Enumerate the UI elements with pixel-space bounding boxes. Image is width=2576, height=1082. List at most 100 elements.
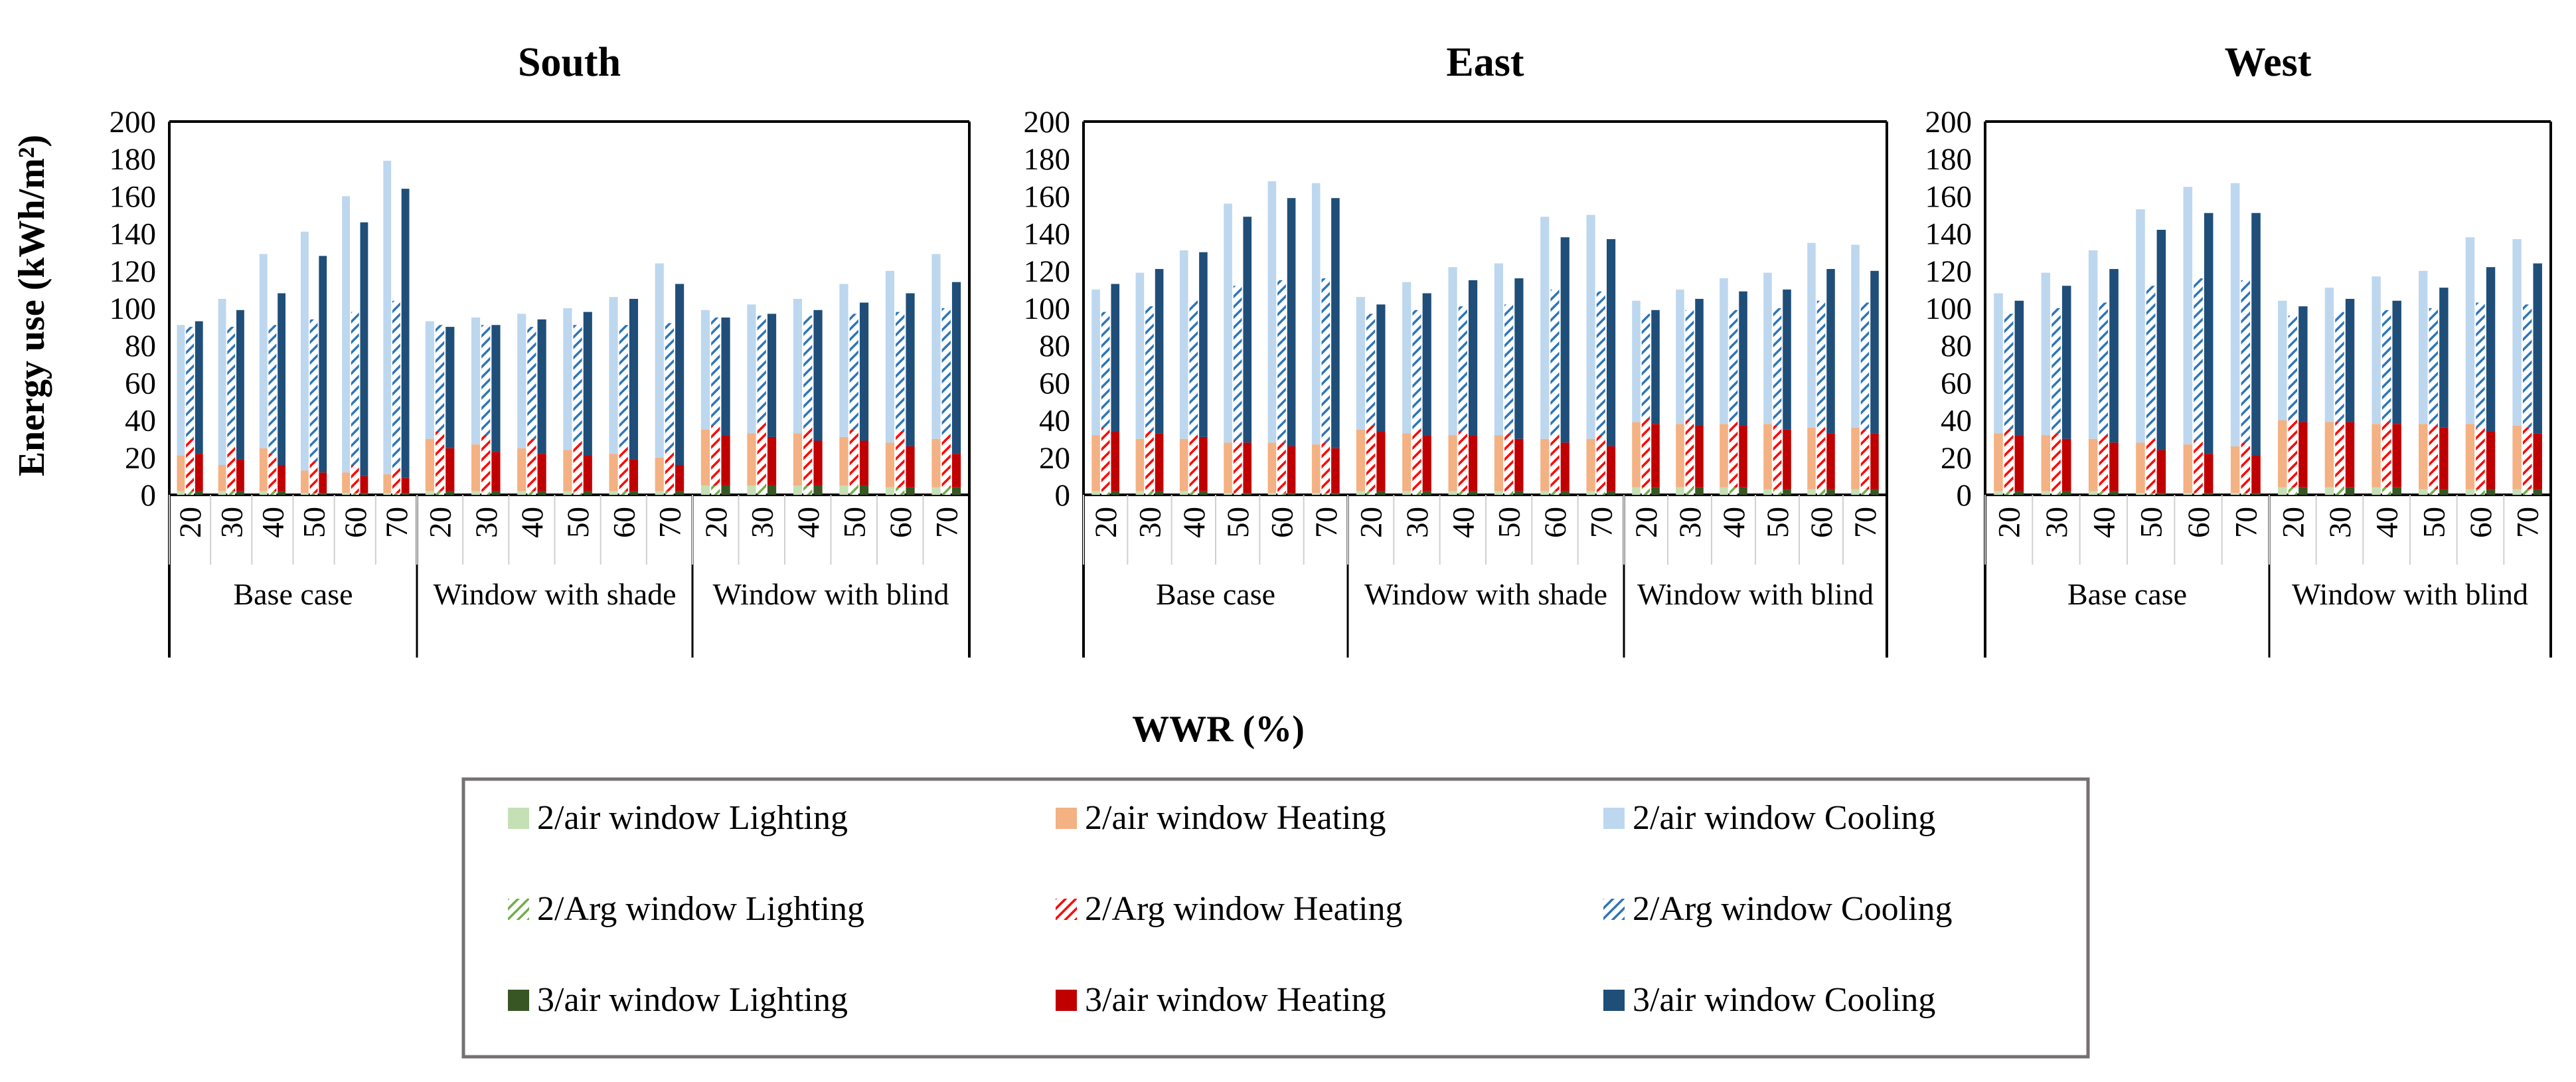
bar-2-arg-window-lighting	[1550, 491, 1560, 495]
bar-2-air-window-heating	[1402, 433, 1411, 492]
legend-label: 2/air window Lighting	[537, 799, 848, 837]
bar-3-air-window-heating	[1111, 431, 1120, 492]
bar-2-air-window-lighting	[839, 485, 848, 495]
bar-2-air-window-cooling	[471, 317, 481, 445]
bar-2-air-window-heating	[2136, 442, 2145, 494]
legend-label: 3/air window Lighting	[537, 981, 848, 1019]
bar-2-arg-window-heating	[711, 426, 720, 486]
bar-3-air-window-heating	[2156, 450, 2166, 494]
bar-2-arg-window-heating	[2335, 422, 2344, 488]
bar-3-air-window-heating	[195, 454, 203, 492]
bar-3-air-window-lighting	[1651, 487, 1660, 495]
bar-2-air-window-lighting	[700, 485, 710, 495]
bar-3-air-window-cooling	[2109, 268, 2119, 443]
bar-2-arg-window-lighting	[2476, 489, 2485, 495]
bar-2-air-window-lighting	[517, 491, 526, 495]
bar-2-air-window-lighting	[655, 491, 664, 495]
bar-2-air-window-cooling	[2419, 270, 2428, 424]
bar-2-air-window-cooling	[793, 298, 803, 434]
bar-3-air-window-heating	[1514, 438, 1524, 492]
bar-3-air-window-cooling	[401, 189, 410, 478]
bar-2-arg-window-lighting	[1504, 491, 1514, 495]
bar-2-air-window-lighting	[747, 485, 756, 495]
bar-3-air-window-heating	[1870, 433, 1879, 490]
bar-2-air-window-cooling	[1091, 289, 1100, 436]
bar-3-air-window-lighting	[1695, 487, 1704, 495]
bar-2-air-window-cooling	[342, 196, 350, 473]
bar-2-air-window-heating	[1763, 424, 1772, 490]
bar-2-arg-window-lighting	[619, 491, 628, 495]
bar-2-air-window-cooling	[218, 298, 226, 466]
bar-2-air-window-cooling	[1494, 263, 1503, 436]
bar-2-arg-window-lighting	[186, 491, 194, 495]
bar-2-air-window-heating	[177, 455, 185, 492]
bar-3-air-window-cooling	[1783, 289, 1791, 430]
bar-2-air-window-heating	[259, 448, 268, 492]
bar-2-air-window-heating	[1632, 422, 1641, 488]
bar-2-air-window-heating	[1267, 442, 1277, 494]
bar-2-arg-window-heating	[2099, 435, 2109, 492]
bar-2-air-window-cooling	[1448, 267, 1457, 436]
bar-3-air-window-heating	[360, 476, 368, 494]
bar-3-air-window-lighting	[319, 493, 327, 495]
bar-3-air-window-cooling	[1826, 268, 1835, 434]
bar-2-arg-window-lighting	[1366, 491, 1376, 495]
bar-2-arg-window-cooling	[2004, 314, 2014, 430]
bar-2-air-window-lighting	[2324, 487, 2334, 495]
bar-3-air-window-cooling	[2156, 229, 2166, 450]
bar-2-air-window-cooling	[2324, 288, 2334, 422]
y-tick-label: 40	[1039, 404, 1070, 438]
x-tick-label: 50	[297, 507, 332, 538]
y-tick-label: 100	[110, 292, 157, 326]
bar-2-arg-window-cooling	[392, 300, 400, 469]
bar-3-air-window-cooling	[859, 302, 869, 441]
y-tick-label: 40	[125, 404, 156, 438]
bar-2-arg-window-heating	[2194, 440, 2203, 494]
x-tick-label: 70	[2511, 507, 2545, 538]
bar-3-air-window-lighting	[1514, 491, 1524, 495]
bar-3-air-window-cooling	[2298, 306, 2308, 422]
bar-2-arg-window-lighting	[1145, 491, 1154, 495]
bar-2-arg-window-lighting	[1458, 491, 1467, 495]
bar-3-air-window-heating	[721, 435, 730, 486]
legend-swatch-3-air-window-cooling	[1603, 990, 1625, 1011]
x-tick-label: 40	[2370, 507, 2405, 538]
bar-2-arg-window-heating	[1233, 440, 1242, 494]
bar-2-air-window-cooling	[2136, 209, 2145, 443]
bar-2-air-window-lighting	[2088, 491, 2098, 495]
x-tick-label: 30	[1400, 507, 1435, 538]
bar-3-air-window-lighting	[675, 491, 684, 495]
bar-3-air-window-cooling	[2061, 286, 2071, 439]
bar-2-arg-window-cooling	[1504, 304, 1514, 434]
y-tick-label: 180	[1925, 142, 1972, 177]
bar-2-arg-window-cooling	[1233, 286, 1242, 441]
bar-3-air-window-heating	[537, 454, 546, 492]
bar-2-air-window-cooling	[1224, 203, 1232, 443]
bar-2-air-window-cooling	[1763, 272, 1772, 424]
bar-2-arg-window-lighting	[711, 485, 720, 495]
y-tick-label: 20	[125, 441, 156, 476]
bar-2-arg-window-cooling	[2052, 308, 2061, 434]
bar-2-arg-window-heating	[573, 442, 582, 492]
bar-3-air-window-heating	[2298, 422, 2308, 488]
bar-2-arg-window-heating	[2241, 442, 2251, 494]
group-label: Window with blind	[713, 577, 949, 611]
bar-2-arg-window-cooling	[803, 316, 813, 428]
bar-2-arg-window-heating	[849, 429, 858, 486]
bar-2-air-window-heating	[1311, 444, 1321, 494]
legend-swatch-2-air-window-heating	[1056, 808, 1077, 829]
bar-2-arg-window-heating	[665, 452, 674, 492]
bar-2-arg-window-lighting	[2288, 487, 2298, 495]
bar-2-arg-window-cooling	[2288, 316, 2298, 420]
bar-2-arg-window-lighting	[481, 491, 491, 495]
bar-3-air-window-lighting	[278, 491, 285, 495]
bar-2-arg-window-lighting	[2004, 491, 2014, 495]
bar-3-air-window-heating	[2251, 455, 2261, 494]
bar-2-arg-window-heating	[186, 438, 194, 492]
x-tick-label: 40	[1446, 507, 1481, 538]
bar-2-arg-window-heating	[2429, 426, 2439, 490]
bar-2-air-window-lighting	[1267, 493, 1277, 495]
